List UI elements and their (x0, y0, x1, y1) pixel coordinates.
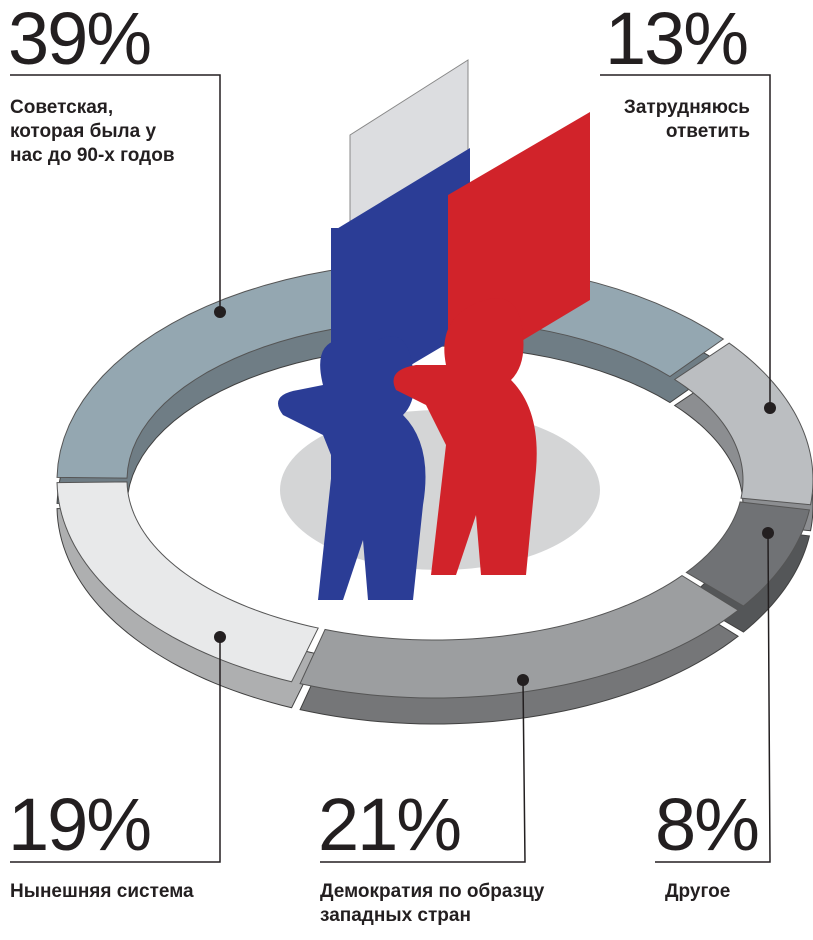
segment (685, 501, 811, 607)
center-illustration (278, 59, 600, 600)
segment (56, 481, 319, 683)
percent: 13% (605, 0, 749, 80)
label: Советская, которая была у нас до 90-х го… (10, 97, 175, 166)
label: Затрудняюсь ответить (623, 97, 750, 142)
segment (299, 574, 740, 699)
blue-figure (278, 336, 426, 600)
percent: 21% (318, 783, 462, 866)
percent: 8% (655, 783, 760, 866)
leader-dots (214, 306, 776, 686)
leaders (10, 74, 771, 863)
label: Другое (665, 881, 731, 902)
label: Демократия по образцу западных стран (320, 881, 545, 926)
label: Нынешняя система (10, 881, 194, 902)
percent: 19% (8, 783, 152, 866)
percent: 39% (8, 0, 152, 80)
segment (673, 342, 813, 506)
red-figure (393, 298, 537, 575)
